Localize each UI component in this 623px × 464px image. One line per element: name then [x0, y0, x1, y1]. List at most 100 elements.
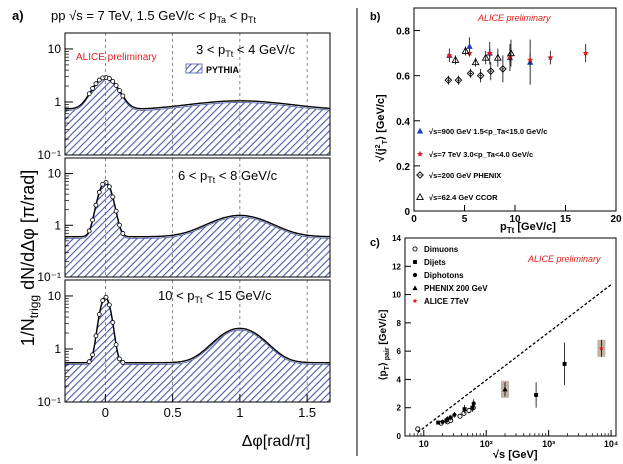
marker-triangle [416, 127, 424, 134]
x-tick-label: 15 [560, 214, 572, 225]
marker-diamond [416, 171, 424, 179]
data-point [113, 342, 119, 347]
x-tick-label: 1.5 [298, 405, 316, 420]
marker-diamond [476, 71, 485, 80]
data-point [86, 91, 92, 97]
marker-square [436, 420, 441, 425]
x-tick-label: 1 [236, 405, 243, 420]
marker-square [534, 393, 539, 397]
panel-c-watermark: ALICE preliminary [527, 254, 601, 264]
data-point [100, 298, 106, 303]
panel-c-ylabel: ⟨pT⟩ pair [GeV/c] [378, 310, 391, 381]
panel-c-label: c) [370, 237, 380, 249]
x-tick-label: 10³ [542, 439, 555, 449]
data-point [110, 194, 116, 200]
data-point [90, 352, 95, 358]
data-point [96, 312, 102, 317]
data-point [120, 231, 126, 236]
panel-b-legend: √s=900 GeV 1.5<p_Ta<15.0 GeV/c √s=7 TeV 3… [416, 127, 547, 202]
marker-star [506, 54, 513, 61]
y-tick-label: 4 [397, 375, 402, 384]
data-point [117, 88, 122, 93]
panel-a-label: a) [12, 8, 24, 23]
y-tick-label: 0 [397, 432, 402, 441]
legend-pythia-swatch [185, 63, 203, 74]
data-point [120, 93, 126, 99]
y-tick-label: 10⁻¹ [37, 395, 61, 409]
data-point [110, 320, 116, 325]
marker-square [448, 415, 453, 420]
marker-triangle-open [451, 55, 460, 63]
panel-c-xlabel: √s [GeV] [493, 449, 538, 461]
subpanel-1-label: 3 < pTt < 4 GeV/c [196, 42, 296, 59]
marker-triangle-open [481, 53, 490, 61]
x-tick-label: 10 [419, 439, 429, 449]
y-tick-label: 0 [404, 207, 410, 218]
y-tick-label: 8 [397, 319, 402, 328]
subpanel-frame-1 [64, 32, 331, 156]
panel-a-watermark: ALICE preliminary [76, 52, 157, 63]
marker-circle [440, 419, 445, 424]
panel-b: b) ALICE preliminary 0 0.2 0.4 0.6 0.8 0 5 10 15… [370, 7, 622, 235]
marker-diamond [444, 76, 453, 85]
x-tick-label: 10⁴ [604, 439, 618, 449]
legend-entry: √s=900 GeV 1.5<p_Ta<15.0 GeV/c [429, 127, 547, 136]
panel-a-x-ticks: 0 0.5 1 1.5 [102, 394, 316, 420]
y-tick-label: 2 [397, 404, 402, 413]
panel-b-label: b) [370, 11, 381, 23]
panel-b-watermark: ALICE preliminary [477, 13, 551, 23]
panel-c-fit-line [417, 284, 612, 433]
marker-star [486, 49, 493, 56]
marker-square [562, 361, 567, 366]
legend-entry: √s=7 TeV 3.0<p_Ta<4.0 GeV/c [429, 150, 533, 159]
x-tick-label: 10 [509, 214, 521, 225]
marker-triangle-open [493, 53, 502, 61]
data-point [106, 184, 112, 190]
y-tick-label: 0.8 [396, 27, 410, 38]
data-point [93, 202, 99, 208]
marker-triangle-open [506, 48, 515, 57]
subpanel-2-label: 6 < pTt < 8 GeV/c [178, 168, 278, 185]
y-tick-label: 12 [392, 262, 401, 271]
marker-triangle [412, 285, 418, 291]
x-tick-label: 10² [480, 439, 493, 449]
marker-circle-open [461, 410, 467, 416]
legend-entry: Dimuons [424, 245, 459, 254]
panel-c-frame [404, 237, 617, 437]
legend-entry: √s=200 GeV PHENIX [429, 171, 501, 180]
y-tick-label: 6 [397, 347, 402, 356]
marker-square [413, 260, 417, 264]
data-point [106, 302, 112, 308]
y-tick-label: 0.4 [396, 117, 410, 128]
marker-square [462, 407, 467, 412]
legend-entry: PHENIX 200 GeV [424, 284, 488, 293]
y-tick-label: 1 [54, 218, 61, 232]
panel-a-subpanel-1: 10 1 10⁻¹ [37, 32, 331, 162]
marker-circle [452, 412, 457, 417]
x-tick-label: 20 [610, 214, 622, 225]
legend-entry: Dijets [424, 258, 446, 267]
y-tick-label: 10⁻¹ [37, 270, 61, 284]
y-tick-label: 10 [48, 289, 62, 303]
panel-c: c) ALICE preliminary 0 2 4 6 8 10 12 14 10 10² 10³… [370, 234, 618, 461]
marker-star [582, 49, 589, 56]
x-tick-label: 0 [102, 405, 109, 420]
y-tick-label: 1 [54, 95, 61, 109]
data-point [113, 208, 119, 214]
legend-entry: Diphotons [424, 271, 464, 280]
panel-a-ylabel: 1/Ntrigg dN/dΔφ [π/rad] [18, 170, 41, 347]
legend-entry: √s=62.4 GeV CCOR [429, 193, 498, 202]
data-point [90, 86, 95, 91]
marker-star [412, 298, 418, 304]
legend-entry: ALICE 7TeV [424, 297, 469, 306]
marker-circle [471, 401, 476, 406]
data-point [117, 222, 122, 228]
panel-a: a) pp √s = 7 TeV, 1.5 GeV/c < pTa < pTt … [12, 8, 331, 450]
panel-a-title: pp √s = 7 TeV, 1.5 GeV/c < pTa < pTt [51, 8, 256, 25]
data-point [110, 78, 116, 84]
marker-triangle [502, 386, 508, 392]
marker-circle-open [412, 246, 418, 252]
marker-star [466, 49, 473, 56]
subpanel-3-label: 10 < pTt < 15 GeV/c [158, 288, 272, 305]
